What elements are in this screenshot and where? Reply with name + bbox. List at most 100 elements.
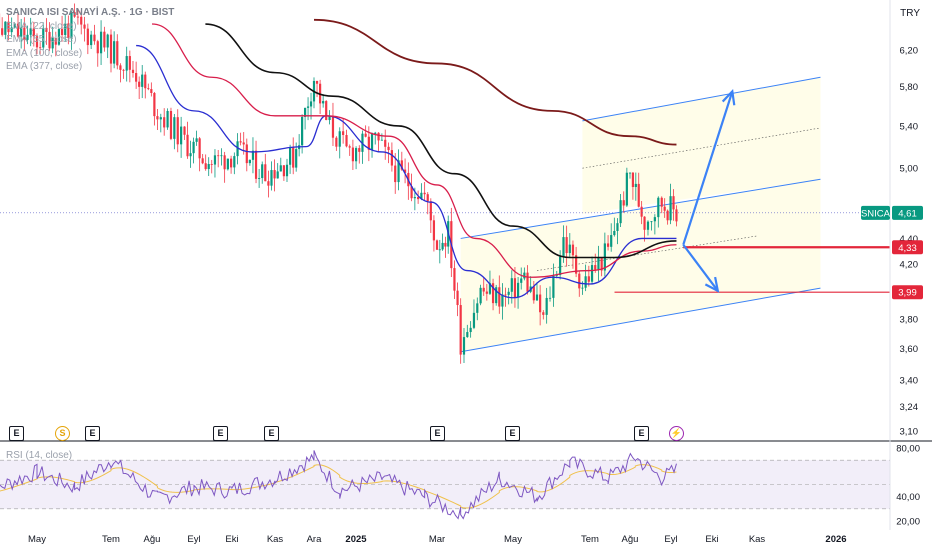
earnings-event-icon[interactable]: E	[634, 426, 649, 441]
projection-arrows[interactable]	[682, 88, 736, 293]
candle-body	[163, 117, 166, 128]
candle-body	[23, 27, 26, 40]
parallel-channels[interactable]	[460, 76, 821, 353]
symbol-tag-bg[interactable]	[861, 205, 890, 220]
time-axis-tick[interactable]: Eki	[225, 534, 238, 545]
candle-body	[335, 137, 338, 147]
channel-fill-lower[interactable]	[460, 179, 821, 352]
candle-body	[413, 197, 416, 199]
candle-body	[150, 89, 153, 94]
candle-body	[501, 294, 504, 307]
time-axis-tick[interactable]: Ağu	[144, 534, 161, 545]
time-axis-tick[interactable]: May	[504, 534, 522, 545]
last-price-tag-bg[interactable]	[892, 205, 923, 220]
projection-arrow-line[interactable]	[682, 91, 734, 246]
candle-body	[510, 278, 513, 292]
time-axis-tick[interactable]: Tem	[581, 534, 599, 545]
level-tag-0-bg[interactable]	[892, 240, 923, 255]
earnings-event-icon[interactable]: E	[85, 426, 100, 441]
channel-line[interactable]	[582, 76, 821, 122]
rsi-pane	[0, 450, 890, 520]
earnings-event-icon[interactable]: E	[505, 426, 520, 441]
indicator-ema-377[interactable]: EMA (377, close)	[6, 61, 83, 72]
channel-line[interactable]	[460, 287, 821, 353]
indicator-ema-55[interactable]: EMA (55, close)	[6, 34, 77, 45]
time-axis-tick[interactable]: Ara	[307, 534, 323, 545]
price-axis-tick[interactable]: 3,60	[900, 344, 919, 355]
time-axis[interactable]: May Tem Ağu Eyl Eki Kas Ara 2025 Mar May Tem Ağu Eyl…	[28, 534, 847, 545]
rsi-axis-tick[interactable]: 20,00	[896, 517, 920, 528]
rsi-label[interactable]: RSI (14, close)	[6, 450, 73, 461]
level-tag-1[interactable]: 3,99	[898, 288, 917, 299]
candle-body	[106, 34, 109, 48]
price-axis-tick[interactable]: 4,40	[900, 234, 919, 245]
candle-body	[631, 172, 635, 188]
symbol-tag[interactable]: SNICA	[861, 208, 891, 219]
time-axis-tick[interactable]: 2026	[825, 534, 846, 545]
candle-body	[367, 136, 370, 150]
horizontal-levels[interactable]	[0, 212, 890, 293]
candle-body	[453, 268, 456, 291]
time-axis-tick[interactable]: Mar	[429, 534, 445, 545]
price-axis-tick[interactable]: 3,80	[900, 315, 919, 326]
earnings-event-icon[interactable]: E	[213, 426, 228, 441]
candle-body	[432, 220, 436, 241]
time-axis-tick[interactable]: Eki	[705, 534, 718, 545]
candle-body	[364, 133, 367, 137]
arrow-head-icon[interactable]	[721, 88, 736, 106]
time-axis-tick[interactable]: Ağu	[622, 534, 639, 545]
candle-body	[643, 216, 646, 230]
candle-body	[86, 28, 89, 46]
indicator-ema-100[interactable]: EMA (100, close)	[6, 47, 83, 59]
time-axis-tick[interactable]: May	[28, 534, 46, 545]
arrow-head-icon[interactable]	[704, 276, 720, 293]
price-axis-tick[interactable]: 5,00	[900, 164, 919, 175]
candle-body	[444, 242, 447, 247]
candle-body	[261, 164, 264, 179]
time-axis-tick[interactable]: Kas	[267, 534, 284, 545]
candle-body	[315, 80, 319, 84]
earnings-event-icon[interactable]: E	[9, 426, 24, 441]
earnings-event-icon[interactable]: E	[430, 426, 445, 441]
price-axis[interactable]: 6,205,805,405,004,604,404,203,803,603,40…	[861, 46, 923, 528]
last-price-tag[interactable]: 4,61	[898, 208, 917, 219]
level-tag-1-bg[interactable]	[892, 285, 923, 300]
candle-body	[198, 138, 201, 159]
dividend-event-icon[interactable]: S	[55, 426, 70, 441]
channel-fill-upper[interactable]	[582, 77, 821, 215]
candle-body	[675, 209, 678, 222]
symbol-title[interactable]: SANICA ISI SANAYİ A.Ş. · 1G · BIST	[6, 7, 175, 18]
price-axis-tick[interactable]: 3,10	[900, 426, 919, 437]
projection-arrow-line[interactable]	[682, 244, 719, 292]
candle-body	[394, 165, 397, 183]
price-axis-tick[interactable]: 5,40	[900, 121, 919, 132]
price-axis-tick[interactable]: 5,80	[900, 82, 919, 93]
price-axis-tick[interactable]: 3,24	[900, 402, 919, 413]
level-tag-0[interactable]: 4,33	[898, 243, 917, 254]
time-axis-tick[interactable]: Eyl	[187, 534, 200, 545]
candle-body	[622, 200, 625, 206]
candle-body	[248, 159, 251, 164]
candle-body	[456, 290, 459, 306]
time-axis-tick[interactable]: Tem	[102, 534, 120, 545]
candle-body	[159, 117, 162, 120]
candle-body	[387, 146, 390, 151]
price-axis-tick[interactable]: 6,20	[900, 46, 919, 57]
price-axis-tick[interactable]: 4,20	[900, 260, 919, 271]
time-axis-tick[interactable]: 2025	[345, 534, 367, 545]
candle-body	[67, 23, 70, 38]
time-axis-tick[interactable]: Eyl	[664, 534, 677, 545]
indicator-ema-22[interactable]: EMA (22, close)	[6, 20, 77, 32]
rsi-axis-tick[interactable]: 80,00	[896, 444, 920, 455]
candle-body	[195, 138, 198, 142]
rsi-axis-tick[interactable]: 40,00	[896, 492, 920, 503]
channel-line[interactable]	[536, 235, 758, 271]
time-axis-tick[interactable]: Kas	[749, 534, 766, 545]
candle-body	[660, 197, 663, 207]
price-axis-tick[interactable]: 3,40	[900, 376, 919, 387]
split-event-icon[interactable]: ⚡	[669, 426, 684, 441]
candle-body	[176, 117, 179, 145]
earnings-event-icon[interactable]: E	[264, 426, 279, 441]
candle-body	[204, 163, 207, 170]
